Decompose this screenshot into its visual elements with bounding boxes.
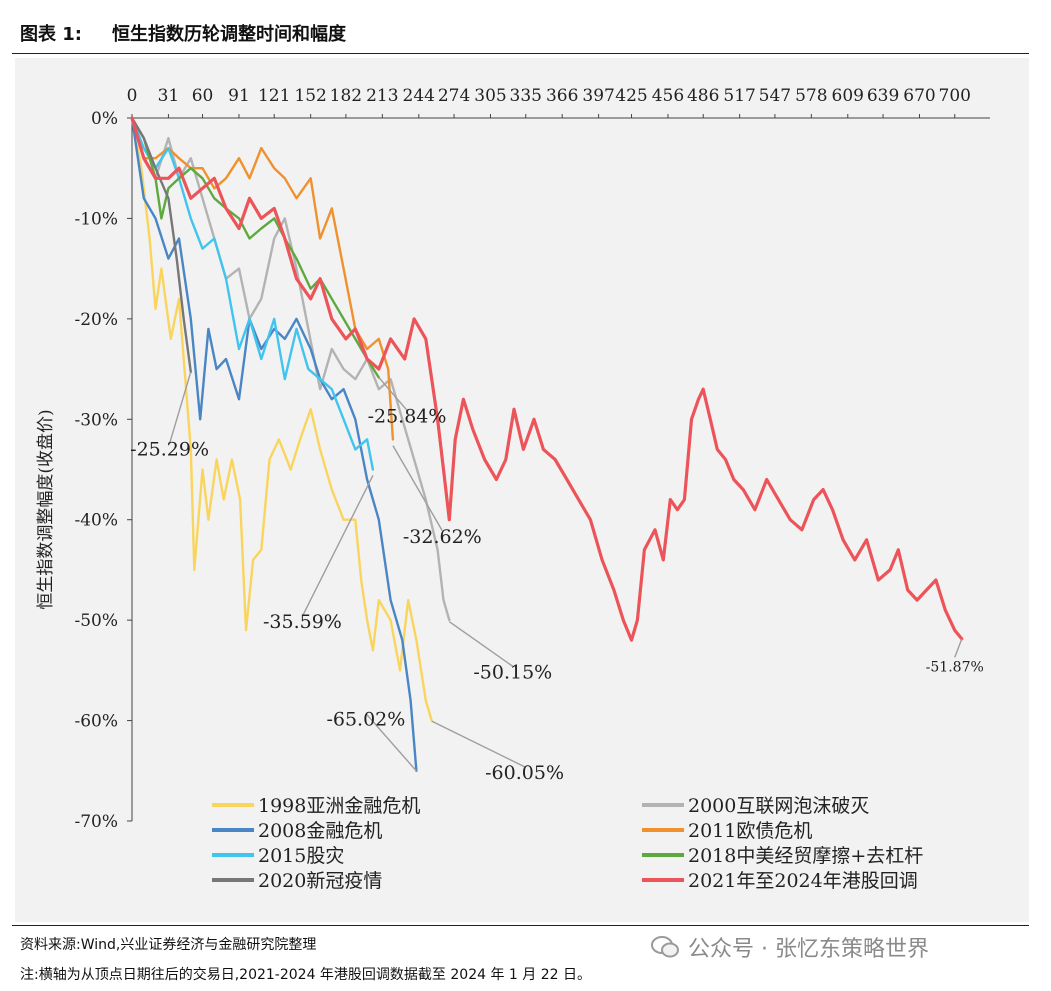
x-tick-label: 700 [939,86,971,106]
watermark: 公众号 · 张忆东策略世界 [650,928,1030,966]
figure-number: 图表 1: [20,24,82,45]
y-axis-title: 恒生指数调整幅度(收盘价) [36,409,56,609]
x-tick-label: 486 [687,86,719,106]
figure-title: 恒生指数历轮调整时间和幅度 [112,24,346,45]
x-tick-label: 670 [903,86,935,106]
annotation-label: -25.29% [130,438,209,460]
legend-label: 2020新冠疫情 [258,870,382,892]
series-line [130,116,433,722]
wechat-icon [651,936,679,958]
x-tick-label: 182 [330,86,362,106]
series-line [130,116,192,374]
bottom-rule [12,925,1029,926]
figure-title-bar: 图表 1: 恒生指数历轮调整时间和幅度 [20,20,346,46]
x-tick-label: 274 [438,86,470,106]
annotation-label: -51.87% [926,659,984,675]
annotation-leader-line [954,638,963,658]
series-line [130,116,380,379]
x-tick-label: 335 [510,86,542,106]
annotation-label: -65.02% [326,709,405,731]
source-note: 资料来源:Wind,兴业证券经济与金融研究院整理 [20,937,317,953]
top-rule [12,53,1029,54]
x-tick-label: 609 [832,86,864,106]
annotation-leader-line [431,720,525,768]
y-tick-label: -30% [74,410,118,430]
x-tick-label: 547 [759,86,791,106]
annotation-leader-line [378,377,408,411]
series-line [130,116,451,622]
annotation-leader-line [365,713,417,772]
chart-panel: 0 31 60 91 121 152 182 213 244 274 305 335 366 397 425… [15,58,1029,922]
x-tick-label: 0 [127,86,138,106]
y-tick-label: 0% [91,109,118,129]
legend-label: 2018中美经贸摩擦+去杠杆 [688,845,923,867]
x-tick-label: 517 [723,86,755,106]
x-tick-label: 244 [403,86,435,106]
x-tick-label: 425 [615,86,647,106]
legend-label: 1998亚洲金融危机 [258,795,420,817]
chart-svg: 0 31 60 91 121 152 182 213 244 274 305 335 366 397 425… [36,86,990,892]
legend-label: 2008金融危机 [258,820,382,842]
annotation-label: -35.59% [263,611,342,633]
legend-label: 2021年至2024年港股回调 [688,870,918,892]
x-tick-label: 397 [582,86,614,106]
legend-label: 2000互联网泡沫破灭 [688,795,869,817]
x-tick-label: 456 [652,86,684,106]
legend-label: 2011欧债危机 [688,820,812,842]
y-tick-label: -40% [74,511,118,531]
watermark-text: 公众号 · 张忆东策略世界 [688,937,929,962]
x-tick-label: 213 [366,86,398,106]
annotation-label: -60.05% [485,762,564,784]
x-tick-label: 305 [474,86,506,106]
annotation-leader-line [301,475,374,617]
y-tick-label: -70% [74,812,118,832]
y-tick-label: -20% [74,310,118,330]
x-tick-label: 91 [228,86,250,106]
y-tick-label: -10% [74,209,118,229]
legend-label: 2015股灾 [258,845,344,867]
x-tick-label: 121 [258,86,290,106]
series-line [130,116,418,772]
series-line [130,116,964,642]
x-tick-label: 366 [546,86,578,106]
annotation-label: -50.15% [473,661,552,683]
x-tick-label: 31 [158,86,180,106]
x-tick-label: 578 [795,86,827,106]
series-line [130,116,395,441]
annotation-leader-line [448,621,514,667]
y-tick-label: -50% [74,611,118,631]
x-tick-label: 152 [294,86,326,106]
footnote: 注:横轴为从顶点日期往后的交易日,2021-2024 年港股回调数据截至 202… [20,967,591,983]
annotation-label: -25.84% [368,405,447,427]
annotation-leader-line [168,371,192,444]
x-tick-label: 60 [192,86,214,106]
series-line [130,116,375,471]
y-tick-label: -60% [74,712,118,732]
x-tick-label: 639 [867,86,899,106]
annotation-label: -32.62% [403,526,482,548]
annotation-leader-line [392,445,443,532]
